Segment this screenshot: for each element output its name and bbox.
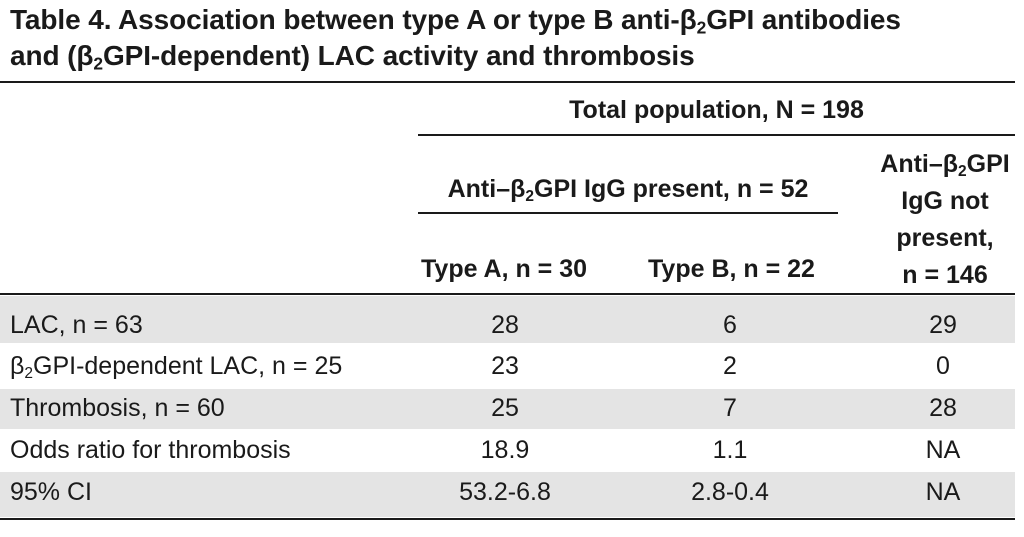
header-anti-not-present-line4: n = 146 [902, 261, 988, 289]
total-population-rule [418, 134, 1015, 136]
title-text-1: Association between type A or type B ant… [118, 4, 697, 35]
anti-present-rule [418, 212, 838, 214]
header-anti-not-present-line2: IgG not [901, 187, 989, 215]
top-rule [0, 81, 1015, 83]
row-label: Thrombosis, n = 60 [10, 394, 225, 422]
header-type-b: Type B, n = 22 [648, 255, 815, 283]
row-type-a-value: 28 [491, 311, 519, 339]
row-label-sub: 2 [24, 364, 34, 382]
row-label: β2GPI-dependent LAC, n = 25 [10, 351, 342, 381]
row-type-a-value: 53.2-6.8 [459, 478, 551, 506]
row-shade-1 [0, 296, 1015, 343]
row-type-b-value: 7 [723, 394, 737, 422]
header-anti-not-present: Anti–β2GPI IgG not present, n = 146 [860, 146, 1024, 294]
row-shade-5 [0, 472, 1015, 517]
row-label-pre: β [10, 352, 25, 380]
title-text-2: and (β [10, 40, 94, 71]
header-anti-present: Anti–β2GPI IgG present, n = 52 [418, 174, 838, 204]
table-number: Table 4. [10, 4, 112, 35]
row-not-present-value: 0 [936, 352, 950, 380]
header-anti-not-present-line3: present, [896, 224, 994, 252]
table-bottom-rule [0, 518, 1015, 520]
row-type-b-value: 2 [723, 352, 737, 380]
title-subscript-2: 2 [93, 53, 103, 74]
table-title-line-1: Table 4. Association between type A or t… [10, 2, 1015, 38]
header-type-a: Type A, n = 30 [421, 255, 588, 283]
header-bottom-rule [0, 293, 1015, 295]
title-text-2b: GPI-dependent) LAC activity and thrombos… [102, 40, 695, 71]
row-type-b-value: 6 [723, 311, 737, 339]
row-label-post: GPI-dependent LAC, n = 25 [33, 352, 343, 380]
row-not-present-value: NA [925, 436, 961, 464]
row-label: LAC, n = 63 [10, 311, 143, 339]
np-sub: 2 [958, 162, 967, 180]
np-post: GPI [966, 150, 1010, 178]
header-anti-present-post: GPI IgG present, n = 52 [534, 175, 809, 203]
header-total-population: Total population, N = 198 [569, 96, 864, 124]
row-shade-3 [0, 389, 1015, 429]
row-type-b-value: 2.8-0.4 [691, 478, 769, 506]
row-type-a-value: 25 [491, 394, 519, 422]
table-title-line-2: and (β2GPI-dependent) LAC activity and t… [10, 38, 1015, 74]
row-not-present-value: 28 [929, 394, 957, 422]
title-subscript-1: 2 [696, 17, 707, 38]
header-anti-present-sub: 2 [525, 187, 534, 205]
row-not-present-value: NA [925, 478, 961, 506]
row-type-b-value: 1.1 [712, 436, 748, 464]
row-type-a-value: 18.9 [480, 436, 530, 464]
row-label: 95% CI [10, 478, 92, 506]
row-type-a-value: 23 [491, 352, 519, 380]
row-not-present-value: 29 [929, 311, 957, 339]
header-anti-not-present-line1: Anti–β2GPI [860, 146, 1024, 183]
np-pre: Anti–β [880, 150, 959, 178]
table-title: Table 4. Association between type A or t… [10, 2, 1015, 74]
title-text-1b: GPI antibodies [706, 4, 901, 35]
header-anti-present-pre: Anti–β [447, 175, 526, 203]
row-label: Odds ratio for thrombosis [10, 436, 291, 464]
